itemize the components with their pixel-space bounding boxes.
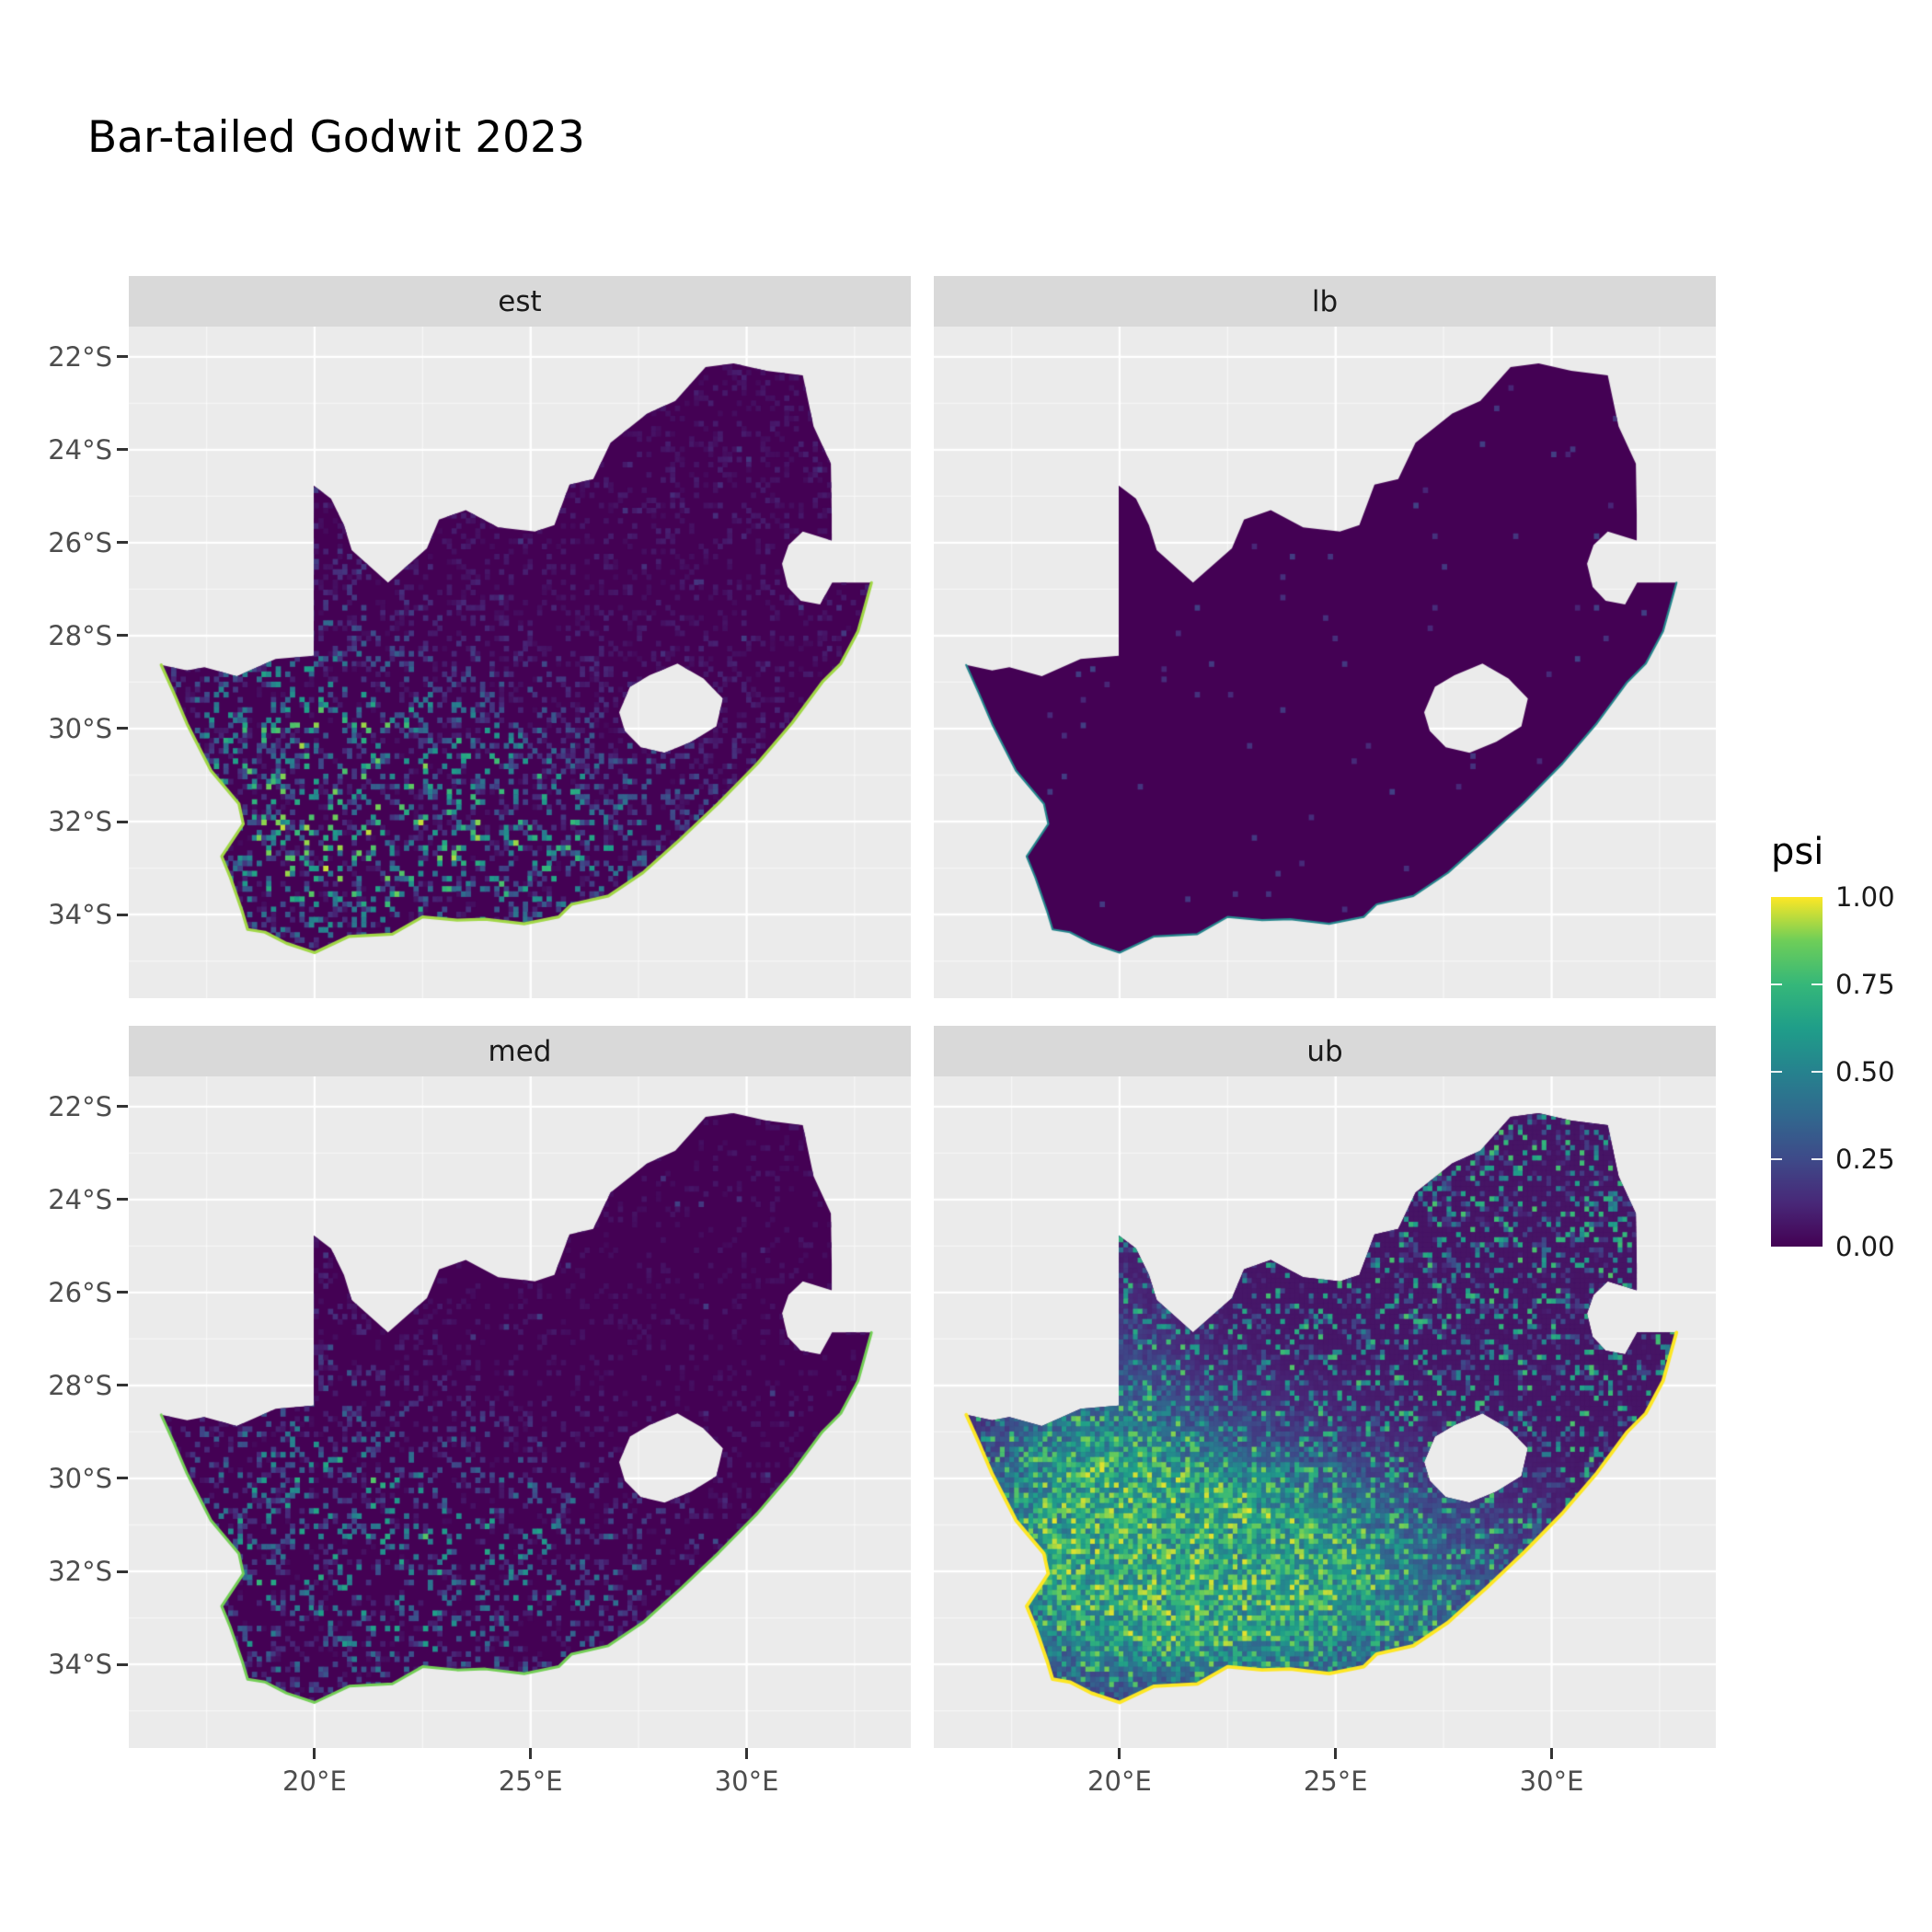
y-tick-label: 26°S xyxy=(48,1276,112,1308)
y-tick-mark xyxy=(117,1291,128,1294)
y-tick-mark xyxy=(117,1662,128,1666)
legend-tick-mark xyxy=(1811,983,1823,986)
x-tick-mark xyxy=(745,1748,749,1759)
y-tick-mark xyxy=(117,1384,128,1387)
facet-strip-ub: ub xyxy=(934,1026,1716,1076)
x-tick-mark xyxy=(1334,1748,1338,1759)
legend-tick-mark xyxy=(1811,1157,1823,1161)
map-canvas-lb xyxy=(934,327,1716,998)
x-tick-label: 30°E xyxy=(714,1765,779,1797)
y-tick-label: 24°S xyxy=(48,433,112,466)
facet-strip-est: est xyxy=(129,276,911,327)
y-tick-mark xyxy=(117,448,128,452)
map-canvas-med xyxy=(129,1076,911,1748)
legend-title: psi xyxy=(1771,831,1824,873)
y-tick-mark xyxy=(117,1105,128,1109)
legend-tick-label: 0.75 xyxy=(1835,969,1895,1000)
y-tick-mark xyxy=(117,913,128,916)
legend-tick-label: 0.00 xyxy=(1835,1231,1895,1262)
y-tick-mark xyxy=(117,820,128,823)
legend-tick-mark xyxy=(1771,983,1782,986)
y-tick-mark xyxy=(117,1477,128,1480)
plot-title: Bar-tailed Godwit 2023 xyxy=(87,112,585,163)
y-tick-label: 22°S xyxy=(48,1090,112,1122)
x-tick-label: 25°E xyxy=(498,1765,563,1797)
y-tick-mark xyxy=(117,634,128,638)
x-tick-mark xyxy=(529,1748,533,1759)
y-tick-label: 28°S xyxy=(48,619,112,651)
y-tick-label: 32°S xyxy=(48,806,112,838)
y-tick-label: 22°S xyxy=(48,340,112,373)
y-tick-label: 24°S xyxy=(48,1183,112,1215)
x-tick-label: 30°E xyxy=(1519,1765,1584,1797)
y-tick-label: 26°S xyxy=(48,526,112,558)
y-tick-label: 30°S xyxy=(48,712,112,744)
y-tick-label: 34°S xyxy=(48,1649,112,1681)
legend-tick-label: 0.50 xyxy=(1835,1056,1895,1087)
legend-tick-mark xyxy=(1771,1157,1782,1161)
x-tick-label: 20°E xyxy=(282,1765,347,1797)
y-tick-mark xyxy=(117,727,128,730)
facet-strip-label-ub: ub xyxy=(1306,1034,1343,1068)
facet-strip-label-med: med xyxy=(488,1034,552,1068)
facet-strip-label-lb: lb xyxy=(1311,284,1339,318)
legend-tick-label: 0.25 xyxy=(1835,1144,1895,1175)
y-tick-label: 32°S xyxy=(48,1556,112,1588)
map-canvas-ub xyxy=(934,1076,1716,1748)
y-tick-label: 34°S xyxy=(48,899,112,931)
x-tick-label: 20°E xyxy=(1087,1765,1152,1797)
map-canvas-est xyxy=(129,327,911,998)
y-tick-mark xyxy=(117,541,128,545)
facet-strip-lb: lb xyxy=(934,276,1716,327)
y-tick-mark xyxy=(117,355,128,359)
legend-tick-mark xyxy=(1811,1070,1823,1074)
x-tick-mark xyxy=(1550,1748,1554,1759)
x-tick-mark xyxy=(1118,1748,1121,1759)
facet-strip-med: med xyxy=(129,1026,911,1076)
y-tick-mark xyxy=(117,1570,128,1573)
x-tick-label: 25°E xyxy=(1303,1765,1368,1797)
legend-tick-mark xyxy=(1771,1070,1782,1074)
y-tick-label: 28°S xyxy=(48,1369,112,1401)
x-tick-mark xyxy=(313,1748,316,1759)
facet-strip-label-est: est xyxy=(498,284,542,318)
legend-tick-label: 1.00 xyxy=(1835,881,1895,913)
y-tick-mark xyxy=(117,1198,128,1202)
y-tick-label: 30°S xyxy=(48,1462,112,1494)
